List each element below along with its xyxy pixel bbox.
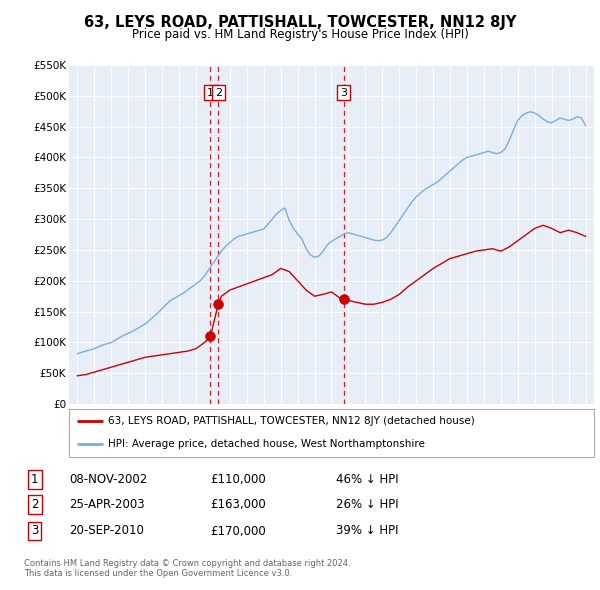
Text: £110,000: £110,000 — [210, 473, 266, 486]
Text: 2: 2 — [31, 498, 38, 511]
Text: 20-SEP-2010: 20-SEP-2010 — [69, 525, 144, 537]
Text: 1: 1 — [31, 473, 38, 486]
Text: 2: 2 — [215, 88, 222, 98]
Text: £170,000: £170,000 — [210, 525, 266, 537]
Text: 1: 1 — [207, 88, 214, 98]
Text: Price paid vs. HM Land Registry's House Price Index (HPI): Price paid vs. HM Land Registry's House … — [131, 28, 469, 41]
Text: 39% ↓ HPI: 39% ↓ HPI — [336, 525, 398, 537]
Text: 3: 3 — [340, 88, 347, 98]
FancyBboxPatch shape — [69, 409, 594, 457]
Text: 08-NOV-2002: 08-NOV-2002 — [69, 473, 147, 486]
Text: 25-APR-2003: 25-APR-2003 — [69, 498, 145, 511]
Text: 3: 3 — [31, 525, 38, 537]
Text: 63, LEYS ROAD, PATTISHALL, TOWCESTER, NN12 8JY (detached house): 63, LEYS ROAD, PATTISHALL, TOWCESTER, NN… — [109, 416, 475, 426]
Text: 26% ↓ HPI: 26% ↓ HPI — [336, 498, 398, 511]
Text: This data is licensed under the Open Government Licence v3.0.: This data is licensed under the Open Gov… — [24, 569, 292, 578]
Text: Contains HM Land Registry data © Crown copyright and database right 2024.: Contains HM Land Registry data © Crown c… — [24, 559, 350, 568]
Text: £163,000: £163,000 — [210, 498, 266, 511]
Text: 46% ↓ HPI: 46% ↓ HPI — [336, 473, 398, 486]
Text: 63, LEYS ROAD, PATTISHALL, TOWCESTER, NN12 8JY: 63, LEYS ROAD, PATTISHALL, TOWCESTER, NN… — [84, 15, 516, 30]
Text: HPI: Average price, detached house, West Northamptonshire: HPI: Average price, detached house, West… — [109, 439, 425, 449]
